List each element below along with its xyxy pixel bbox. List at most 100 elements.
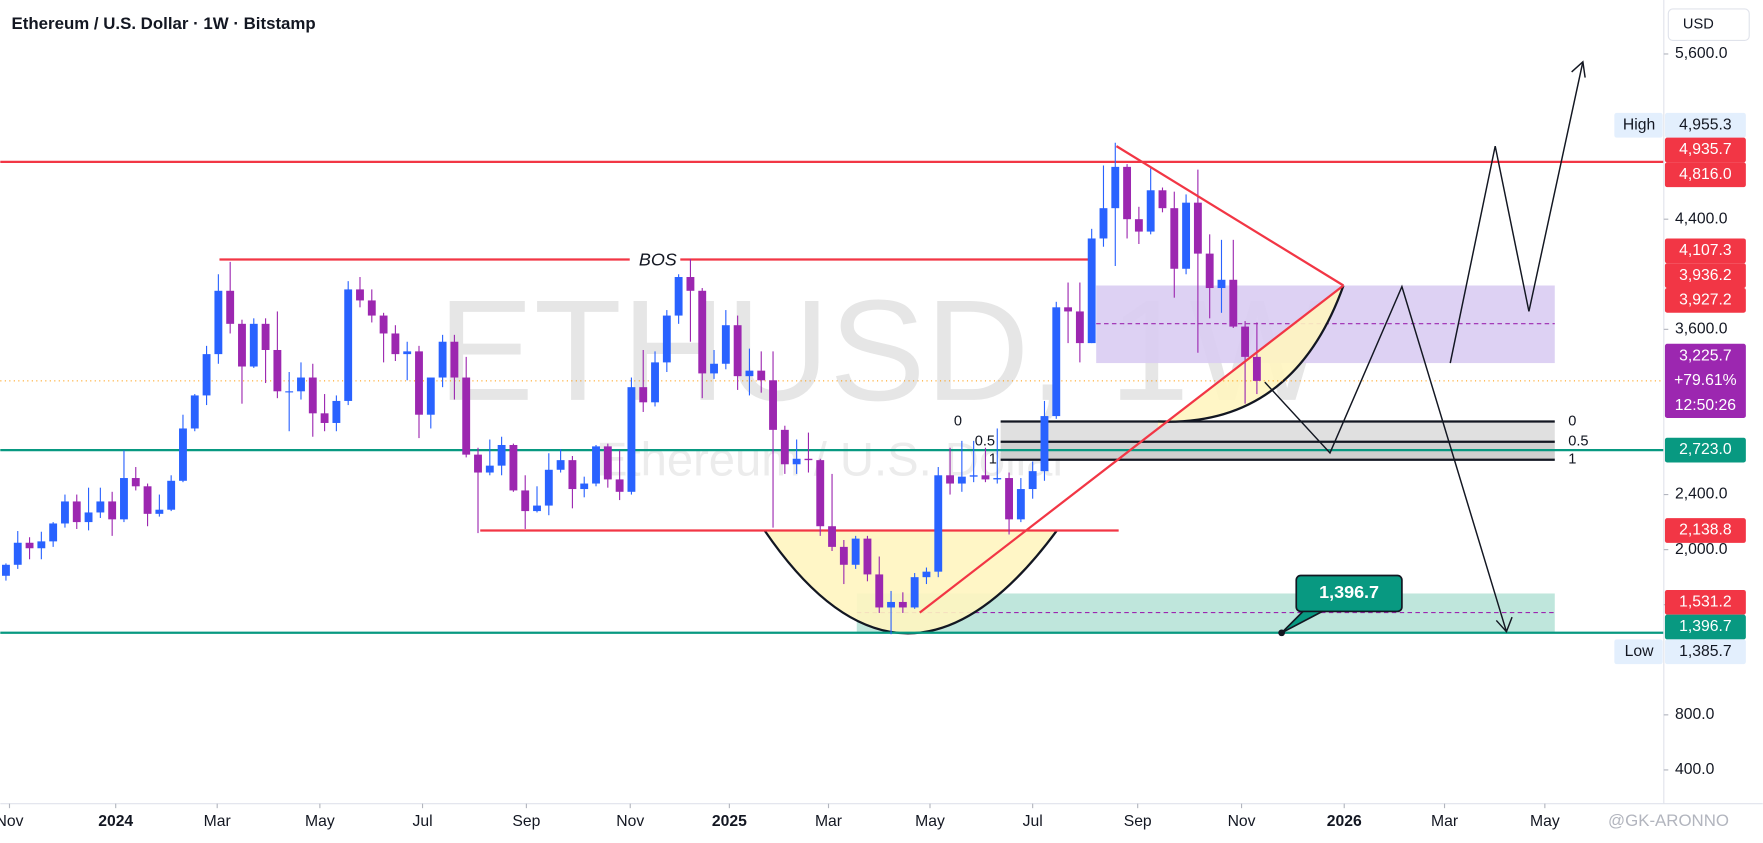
candle-body [898, 601, 907, 608]
price-label-box [1664, 238, 1746, 264]
price-label: 1,385.7 [1679, 643, 1731, 660]
candle-body [922, 571, 931, 578]
candle-body [332, 400, 341, 423]
candle-body [1229, 279, 1238, 327]
chart-title: Ethereum / U.S. Dollar · 1W · Bitstamp [12, 14, 316, 33]
candle-body [1016, 489, 1025, 520]
price-label: 1,396.7 [1679, 618, 1731, 635]
y-tick-label: 2,000.0 [1675, 541, 1728, 558]
candle-body [745, 370, 754, 377]
candle-body [1146, 190, 1155, 232]
price-tag-box [1614, 639, 1663, 665]
currency[interactable]: USD [1683, 17, 1714, 33]
projection [1264, 284, 1508, 632]
projection [1449, 61, 1584, 364]
candle-body [934, 475, 943, 572]
candle-body [96, 501, 105, 513]
currency-button[interactable] [1667, 8, 1750, 42]
x-tick-label: Nov [0, 813, 24, 830]
candle-body [273, 349, 282, 392]
price-label: 4,107.3 [1679, 242, 1732, 259]
trend-line [1115, 145, 1345, 287]
candle-body [521, 490, 530, 512]
candle-body [627, 387, 636, 492]
arrow-head [1495, 616, 1513, 634]
price-label-box [1664, 589, 1746, 615]
candle-body [297, 377, 305, 392]
candle-body [1111, 166, 1120, 209]
candle-body [592, 446, 600, 484]
candle-body [285, 391, 294, 393]
x-tick-label: Mar [815, 813, 842, 830]
candle-body [462, 377, 471, 455]
candle-body [415, 351, 423, 415]
price-label-box [1664, 162, 1746, 188]
candle-body [509, 444, 518, 491]
candle-body [733, 325, 742, 377]
candle-body [603, 446, 612, 480]
candle-body [674, 277, 683, 316]
candle-body [1217, 279, 1226, 289]
credit: @GK-ARONNO [1608, 811, 1729, 830]
x-tick-label: 2024 [98, 813, 133, 830]
price-label-box [1664, 263, 1746, 288]
price-label: 2,138.8 [1679, 522, 1732, 539]
candle-body [863, 538, 872, 575]
candle-body [155, 509, 164, 514]
candle-body [1158, 190, 1167, 209]
candle-body [946, 475, 954, 484]
candle-body [120, 478, 128, 520]
x-tick-label: Jul [1023, 813, 1043, 830]
y-tick-label: 400.0 [1675, 761, 1715, 778]
x-tick-label: Nov [616, 813, 644, 830]
candle-body [1123, 166, 1132, 220]
x-tick-label: May [915, 813, 945, 830]
candle-body [1064, 307, 1073, 312]
candle-body [474, 454, 482, 473]
x-tick-label: 2025 [712, 813, 747, 830]
candle-body [698, 290, 707, 374]
candle-body [1241, 326, 1250, 357]
x-tick-label: May [1530, 813, 1560, 830]
candle-body [1182, 202, 1191, 269]
candle-body [320, 413, 329, 423]
candle-body [580, 483, 589, 490]
candle-body [1087, 238, 1096, 344]
candle-body [533, 505, 541, 512]
candle-body [828, 526, 836, 547]
price-label-box [1664, 343, 1746, 418]
candle-body [639, 387, 648, 403]
price-label-box [1664, 518, 1746, 543]
candle-body [851, 538, 860, 565]
price-label: 3,936.2 [1679, 267, 1731, 284]
candle-body [37, 541, 46, 549]
candle-body [556, 460, 565, 470]
price-label-box [1664, 287, 1746, 313]
candle-body [214, 290, 223, 355]
candle-body [568, 460, 577, 490]
x-tick-label: Nov [1228, 813, 1256, 830]
price-label-box [1664, 137, 1746, 163]
fib-band [1000, 421, 1555, 442]
candle-body [1170, 208, 1179, 269]
price-tag-box [1614, 112, 1663, 138]
candle-body [450, 341, 459, 378]
candle-body [403, 351, 412, 355]
candle-body [1099, 208, 1108, 239]
price-label: 3,927.2 [1679, 291, 1731, 308]
fib-label: 1 [989, 452, 997, 468]
candle-body [910, 577, 919, 608]
candle-body [792, 458, 801, 465]
price-label-box [1664, 112, 1746, 138]
candle-body [887, 601, 895, 608]
price-label-box [1664, 437, 1746, 463]
candle-body [308, 377, 317, 414]
candle-body [2, 564, 10, 576]
candle-body [721, 325, 730, 364]
fib-label: 0 [1568, 413, 1576, 429]
x-tick-label: Jul [412, 813, 432, 830]
y-tick-label: 3,600.0 [1675, 320, 1728, 337]
y-tick-label: 4,400.0 [1675, 210, 1728, 227]
candle-body [249, 323, 258, 367]
